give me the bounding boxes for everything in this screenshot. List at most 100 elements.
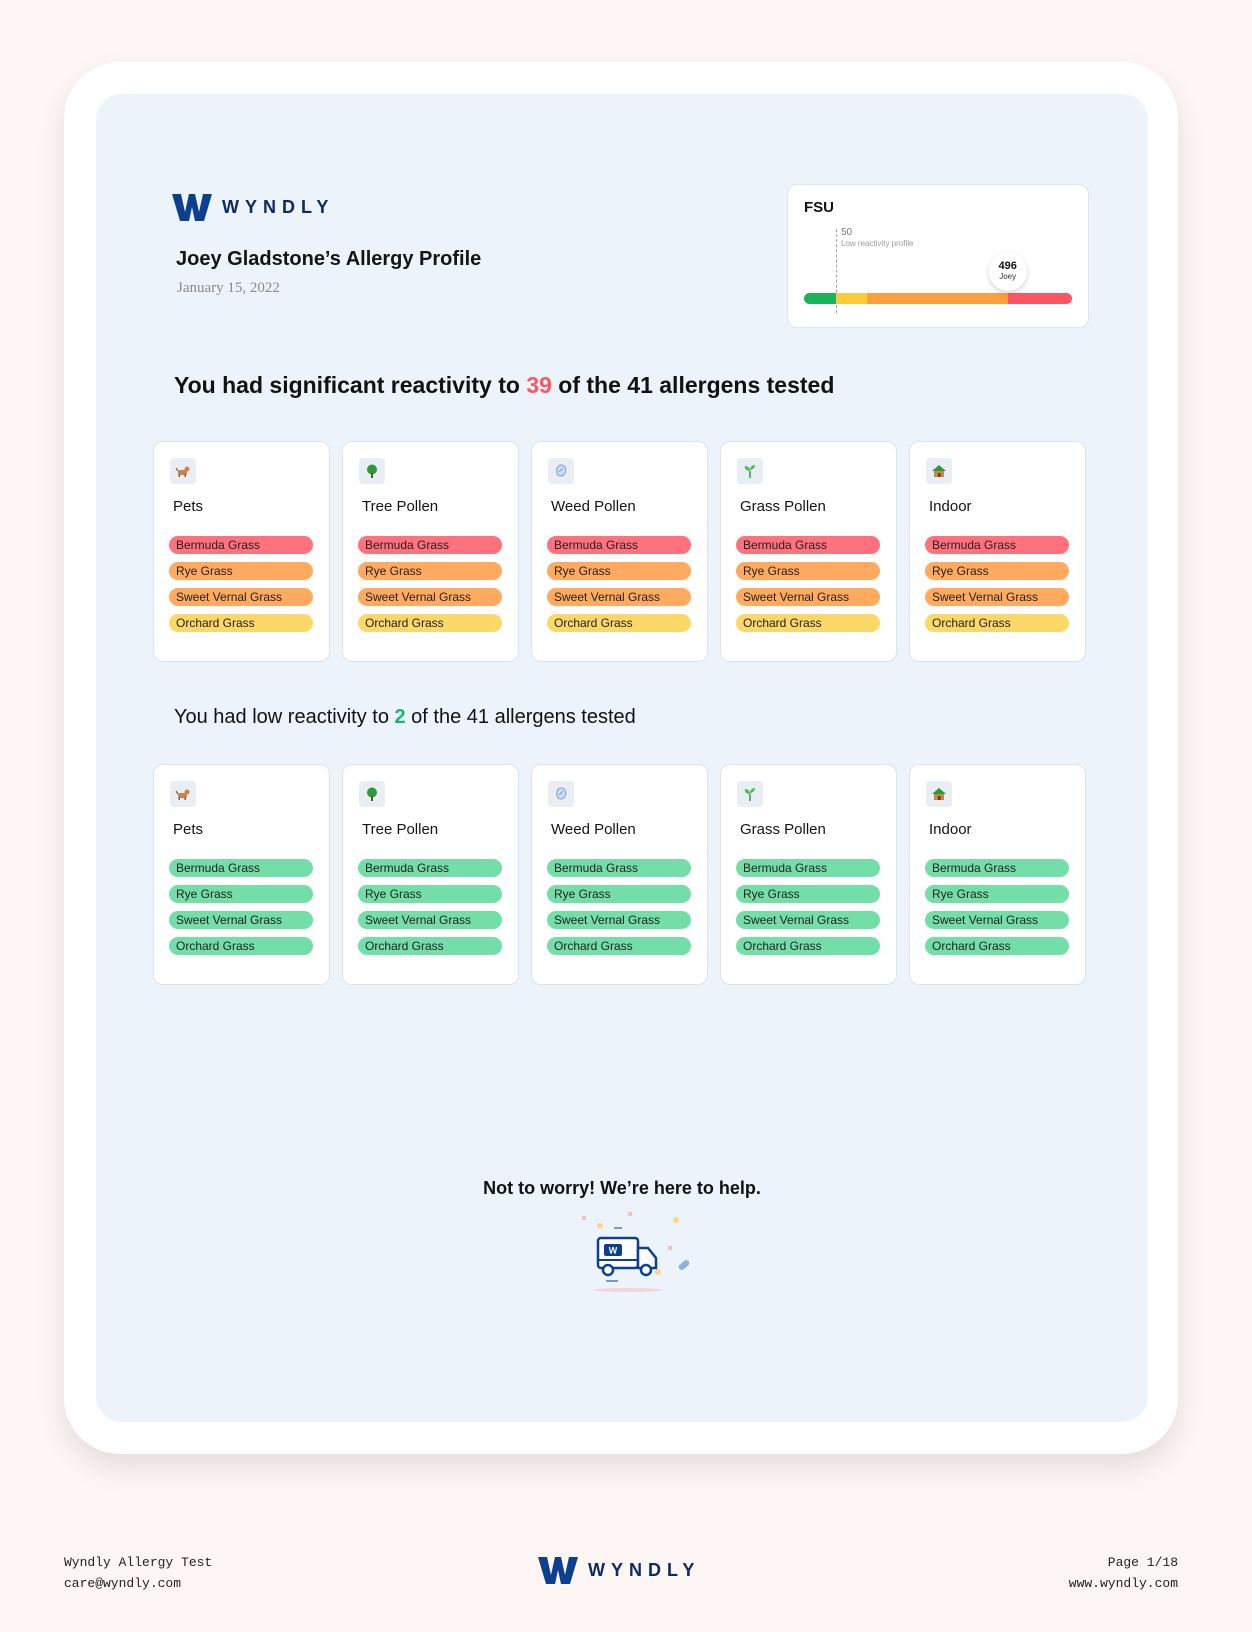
allergen-pill: Bermuda Grass	[925, 536, 1069, 554]
category-label: Weed Pollen	[551, 821, 636, 838]
heading-prefix: You had low reactivity to	[174, 706, 395, 728]
pet-icon	[170, 458, 196, 484]
category-label: Indoor	[929, 821, 972, 838]
fsu-score-value: 496	[998, 260, 1017, 272]
allergen-pill: Rye Grass	[358, 562, 502, 580]
fsu-scale-bar	[804, 293, 1072, 304]
help-message: Not to worry! We’re here to help.	[483, 1178, 761, 1198]
category-card-tree-pollen: Tree Pollen Bermuda Grass Rye Grass Sweet V…	[342, 764, 519, 985]
allergen-list: Bermuda Grass Rye Grass Sweet Vernal Grass…	[736, 859, 880, 963]
footer-product-name: Wyndly Allergy Test	[64, 1555, 213, 1570]
allergen-pill: Rye Grass	[547, 562, 691, 580]
brand-wordmark: WYNDLY	[222, 196, 335, 217]
category-label: Grass Pollen	[740, 498, 826, 515]
allergen-pill: Sweet Vernal Grass	[547, 588, 691, 606]
report-panel: WYNDLY Joey Gladstone’s Allergy Profile …	[96, 94, 1148, 1422]
category-card-grass-pollen: Grass Pollen Bermuda Grass Rye Grass Sweet …	[720, 764, 897, 985]
allergen-pill: Orchard Grass	[547, 614, 691, 632]
allergen-pill: Orchard Grass	[358, 937, 502, 955]
category-card-pets: Pets Bermuda Grass Rye Grass Sweet Vernal G…	[153, 441, 330, 662]
allergen-pill: Orchard Grass	[169, 614, 313, 632]
category-card-tree-pollen: Tree Pollen Bermuda Grass Rye Grass Sweet V…	[342, 441, 519, 662]
allergen-list: Bermuda Grass Rye Grass Sweet Vernal Grass…	[169, 536, 313, 640]
allergen-pill: Sweet Vernal Grass	[358, 588, 502, 606]
category-card-weed-pollen: Weed Pollen Bermuda Grass Rye Grass Sweet V…	[531, 764, 708, 985]
allergen-pill: Sweet Vernal Grass	[736, 911, 880, 929]
category-label: Grass Pollen	[740, 821, 826, 838]
heading-prefix: You had significant reactivity to	[174, 372, 527, 398]
allergen-pill: Sweet Vernal Grass	[169, 588, 313, 606]
allergen-pill: Sweet Vernal Grass	[736, 588, 880, 606]
allergen-pill: Sweet Vernal Grass	[169, 911, 313, 929]
category-label: Pets	[173, 821, 204, 838]
significant-count: 39	[526, 372, 552, 398]
fsu-scale-yellow	[836, 293, 867, 304]
allergen-pill: Bermuda Grass	[358, 859, 502, 877]
allergen-list: Bermuda Grass Rye Grass Sweet Vernal Grass…	[547, 536, 691, 640]
fsu-threshold-label: Low reactivity profile	[841, 239, 914, 248]
seedling-icon	[737, 781, 763, 807]
pet-icon	[170, 781, 196, 807]
allergen-pill: Bermuda Grass	[358, 536, 502, 554]
allergen-pill: Rye Grass	[169, 562, 313, 580]
wyndly-w-icon	[538, 1557, 578, 1584]
allergen-pill: Orchard Grass	[736, 614, 880, 632]
allergen-pill: Orchard Grass	[736, 937, 880, 955]
fsu-threshold-line	[836, 229, 837, 313]
allergen-pill: Sweet Vernal Grass	[547, 911, 691, 929]
fsu-threshold-value: 50	[841, 227, 853, 238]
significant-reactivity-heading: You had significant reactivity to 39 of …	[174, 372, 834, 399]
heading-suffix: of the 41 allergens tested	[405, 706, 636, 728]
allergen-list: Bermuda Grass Rye Grass Sweet Vernal Grass…	[358, 859, 502, 963]
low-category-row: Pets Bermuda Grass Rye Grass Sweet Vernal G…	[153, 764, 1086, 985]
allergen-pill: Bermuda Grass	[547, 859, 691, 877]
footer-email[interactable]: care@wyndly.com	[64, 1576, 182, 1591]
fsu-score-card: FSU 50 Low reactivity profile 496 Joey	[787, 184, 1089, 328]
allergen-pill: Sweet Vernal Grass	[925, 588, 1069, 606]
low-reactivity-heading: You had low reactivity to 2 of the 41 al…	[174, 706, 636, 729]
brand-logo: WYNDLY	[172, 192, 334, 222]
tree-icon	[359, 781, 385, 807]
allergen-pill: Bermuda Grass	[736, 536, 880, 554]
category-card-grass-pollen: Grass Pollen Bermuda Grass Rye Grass Sweet …	[720, 441, 897, 662]
category-card-weed-pollen: Weed Pollen Bermuda Grass Rye Grass Sweet V…	[531, 441, 708, 662]
allergen-list: Bermuda Grass Rye Grass Sweet Vernal Grass…	[736, 536, 880, 640]
tree-icon	[359, 458, 385, 484]
allergen-pill: Rye Grass	[736, 885, 880, 903]
allergen-pill: Rye Grass	[169, 885, 313, 903]
profile-date: January 15, 2022	[177, 280, 280, 296]
report-card: WYNDLY Joey Gladstone’s Allergy Profile …	[64, 62, 1178, 1454]
allergen-pill: Bermuda Grass	[547, 536, 691, 554]
category-label: Tree Pollen	[362, 821, 439, 838]
category-label: Weed Pollen	[551, 498, 636, 515]
allergen-pill: Orchard Grass	[547, 937, 691, 955]
low-count: 2	[394, 706, 406, 728]
fsu-scale-orange	[866, 293, 1008, 304]
allergen-list: Bermuda Grass Rye Grass Sweet Vernal Grass…	[925, 859, 1069, 963]
profile-title: Joey Gladstone’s Allergy Profile	[176, 248, 482, 270]
allergen-pill: Sweet Vernal Grass	[925, 911, 1069, 929]
allergen-pill: Bermuda Grass	[169, 536, 313, 554]
wyndly-w-icon	[172, 194, 212, 221]
category-label: Tree Pollen	[362, 498, 439, 515]
category-card-indoor: Indoor Bermuda Grass Rye Grass Sweet Vernal…	[909, 441, 1086, 662]
footer-left: Wyndly Allergy Test care@wyndly.com	[64, 1552, 212, 1594]
fsu-score-marker: 496 Joey	[988, 253, 1027, 291]
allergen-pill: Orchard Grass	[925, 614, 1069, 632]
allergen-pill: Rye Grass	[358, 885, 502, 903]
fsu-title: FSU	[804, 199, 834, 216]
allergen-pill: Bermuda Grass	[925, 859, 1069, 877]
allergen-pill: Orchard Grass	[358, 614, 502, 632]
allergen-pill: Orchard Grass	[169, 937, 313, 955]
house-icon	[926, 781, 952, 807]
heading-suffix: of the 41 allergens tested	[551, 372, 835, 398]
category-label: Pets	[173, 498, 204, 515]
footer-website[interactable]: www.wyndly.com	[1068, 1576, 1178, 1591]
house-icon	[926, 458, 952, 484]
page-number: Page 1/18	[1107, 1555, 1178, 1570]
allergen-list: Bermuda Grass Rye Grass Sweet Vernal Grass…	[358, 536, 502, 640]
fsu-scale-red	[1007, 293, 1072, 304]
allergen-pill: Rye Grass	[925, 562, 1069, 580]
delivery-truck-icon: W	[581, 1211, 690, 1292]
allergen-pill: Orchard Grass	[925, 937, 1069, 955]
